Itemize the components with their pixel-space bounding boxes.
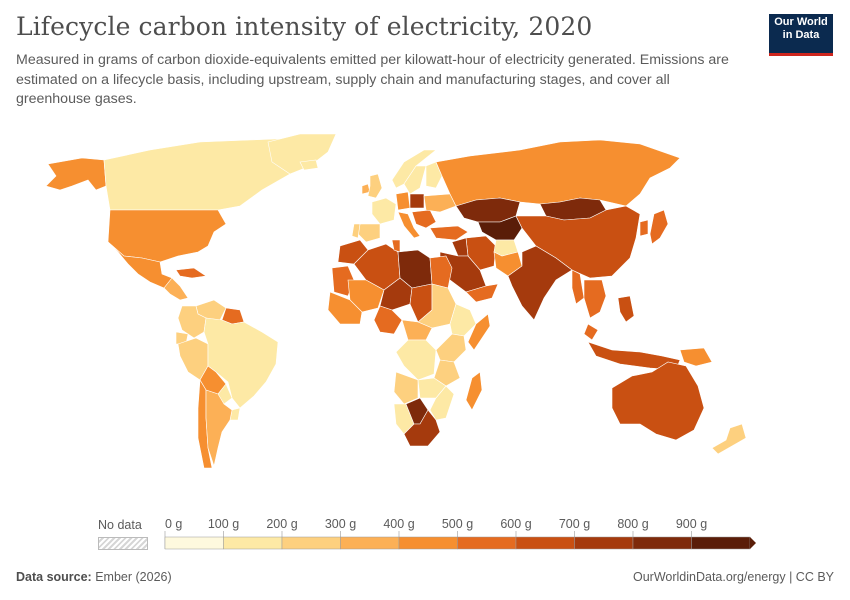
legend-no-data-label: No data	[98, 518, 142, 532]
country-sudan[interactable]	[417, 283, 457, 329]
logo-line-1: Our World	[774, 16, 828, 28]
country-new-zealand[interactable]	[711, 423, 747, 455]
legend-bin-1[interactable]	[223, 536, 283, 550]
legend-bin-8[interactable]	[632, 536, 692, 550]
data-source: Data source: Ember (2026)	[16, 570, 172, 584]
country-ukraine[interactable]	[423, 193, 457, 213]
owid-logo[interactable]: Our World in Data	[769, 14, 833, 56]
country-kenya[interactable]	[435, 333, 467, 363]
country-turkey[interactable]	[429, 225, 469, 241]
legend-tick-label-8: 800 g	[617, 517, 648, 531]
country-brazil[interactable]	[203, 317, 279, 409]
country-iraq[interactable]	[451, 237, 469, 257]
color-legend: 0 g 100 g 200 g 300 g 400 g 500 g 600 g 700 g 80…	[164, 517, 756, 550]
country-india[interactable]	[507, 245, 573, 321]
country-greenland[interactable]	[267, 133, 337, 175]
country-portugal[interactable]	[351, 223, 361, 239]
country-finland[interactable]	[425, 161, 443, 189]
country-central-african-republic[interactable]	[401, 319, 433, 341]
legend-bin-7[interactable]	[574, 536, 634, 550]
country-papua-new-guinea[interactable]	[679, 347, 713, 367]
data-source-value[interactable]: Ember (2026)	[95, 570, 172, 584]
country-madagascar[interactable]	[465, 371, 483, 411]
country-spain[interactable]	[357, 223, 381, 243]
country-russia[interactable]	[435, 139, 681, 207]
country-central-america[interactable]	[163, 277, 189, 301]
legend-bin-3[interactable]	[340, 536, 400, 550]
country-united-kingdom[interactable]	[367, 173, 383, 199]
legend-bin-2[interactable]	[281, 536, 341, 550]
country-central-asia[interactable]	[477, 215, 523, 241]
legend-bin-5[interactable]	[457, 536, 517, 550]
chart-subtitle: Measured in grams of carbon dioxide-equi…	[16, 52, 729, 107]
legend-bin-4[interactable]	[398, 536, 458, 550]
country-tanzania[interactable]	[433, 359, 461, 387]
country-poland[interactable]	[409, 193, 425, 209]
legend-tick-label-4: 400 g	[383, 517, 414, 531]
country-myanmar[interactable]	[571, 269, 585, 305]
country-philippines[interactable]	[617, 295, 635, 323]
country-iceland[interactable]	[299, 159, 319, 171]
legend-open-end-arrow	[750, 537, 756, 549]
country-cuba[interactable]	[175, 267, 207, 279]
chart-title: Lifecycle carbon intensity of electricit…	[16, 12, 593, 41]
country-indochina[interactable]	[583, 279, 607, 319]
country-arabian-peninsula[interactable]	[465, 283, 499, 303]
country-south-africa[interactable]	[403, 409, 441, 447]
country-egypt[interactable]	[429, 255, 453, 289]
legend-no-data-swatch	[98, 537, 148, 550]
world-map[interactable]	[0, 128, 850, 473]
country-japan[interactable]	[649, 209, 669, 245]
country-sweden[interactable]	[403, 165, 427, 195]
legend-tick-label-9: 900 g	[676, 517, 707, 531]
country-angola[interactable]	[393, 371, 419, 405]
country-united-states[interactable]	[107, 209, 227, 263]
data-source-label: Data source:	[16, 570, 92, 584]
legend-tick-label-5: 500 g	[442, 517, 473, 531]
logo-line-2: in Data	[782, 29, 820, 41]
country-somalia[interactable]	[467, 313, 491, 351]
country-argentina[interactable]	[205, 389, 233, 468]
country-malaysia[interactable]	[583, 323, 599, 341]
legend-tick-label-7: 700 g	[559, 517, 590, 531]
legend-tick-label-2: 200 g	[266, 517, 297, 531]
legend-tick-label-1: 100 g	[208, 517, 239, 531]
country-balkans[interactable]	[411, 209, 437, 229]
country-korea[interactable]	[639, 219, 649, 237]
country-west-africa[interactable]	[327, 291, 363, 325]
url-license[interactable]: OurWorldinData.org/energy | CC BY	[632, 570, 834, 584]
legend-bin-9[interactable]	[691, 536, 751, 550]
legend-tick-label-3: 300 g	[325, 517, 356, 531]
country-mozambique[interactable]	[429, 385, 455, 421]
legend-bin-0[interactable]	[164, 536, 224, 550]
country-australia[interactable]	[611, 361, 705, 441]
country-dr-congo[interactable]	[395, 339, 437, 381]
legend-bin-6[interactable]	[515, 536, 575, 550]
country-france[interactable]	[371, 197, 397, 225]
legend-tick-label-0: 0 g	[165, 517, 182, 531]
legend-tick-label-6: 600 g	[500, 517, 531, 531]
country-nigeria[interactable]	[373, 305, 403, 335]
country-italy[interactable]	[397, 211, 421, 239]
country-alaska[interactable]	[45, 157, 107, 191]
country-germany[interactable]	[395, 191, 411, 211]
